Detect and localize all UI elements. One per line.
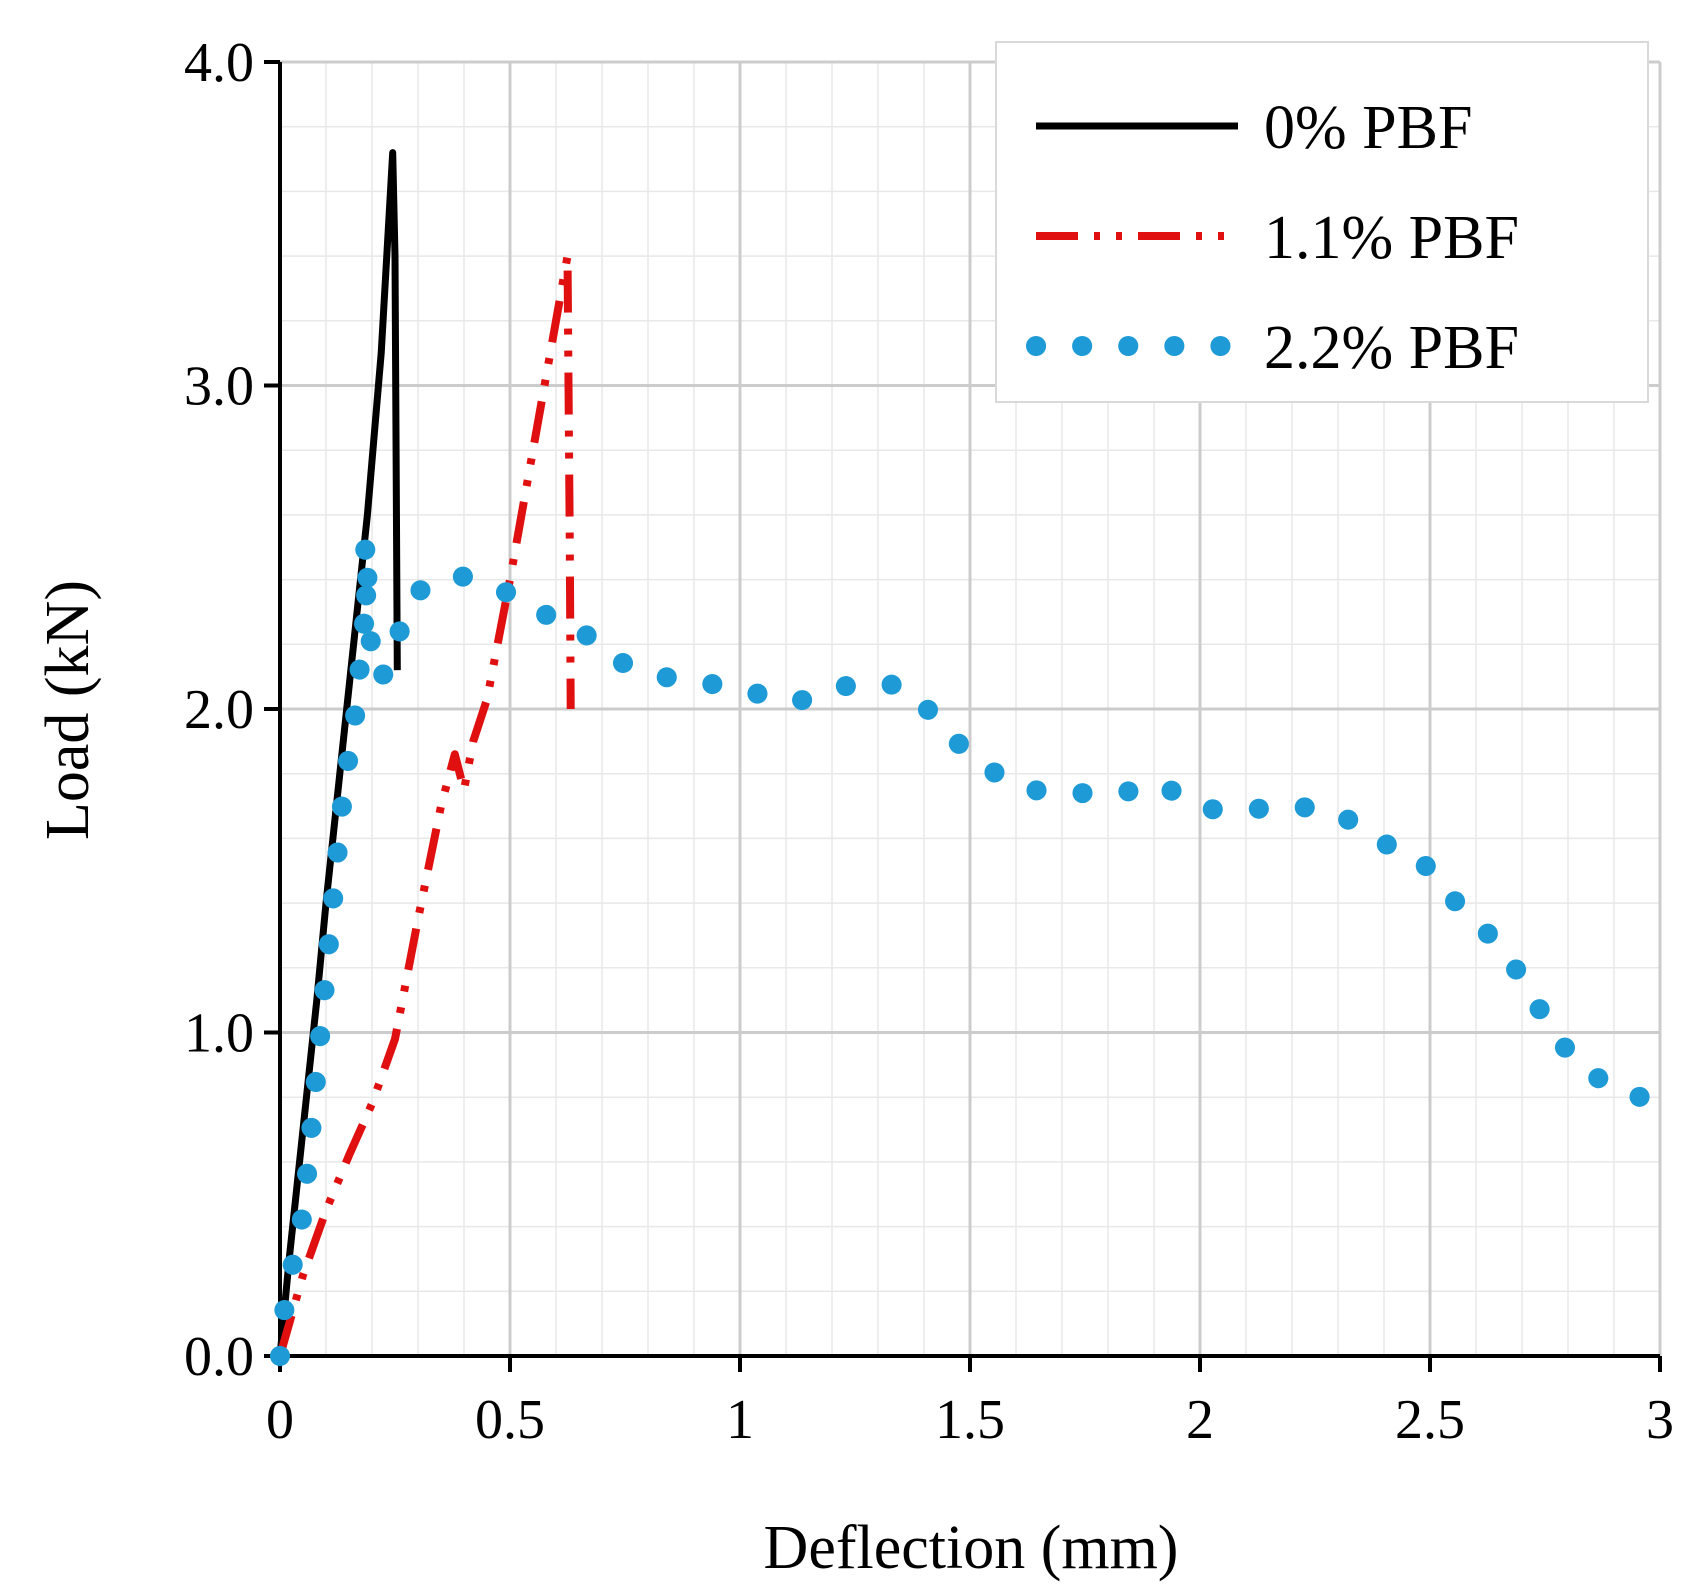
y-tick-label: 3.0: [184, 356, 254, 418]
tick-labels: 0 0.5 1 1.5 2 2.5 3 0.0 1.0 2.0 3.0 4.0: [184, 32, 1674, 1451]
x-axis-title: Deflection (mm): [764, 1514, 1179, 1582]
x-tick-label: 0: [266, 1389, 294, 1451]
y-tick-label: 1.0: [184, 1003, 254, 1065]
x-tick-label: 3: [1646, 1389, 1674, 1451]
y-tick-label: 4.0: [184, 32, 254, 94]
series-line-0: [276, 149, 401, 1357]
x-tick-label: 1.5: [935, 1389, 1005, 1451]
x-tick-label: 2: [1186, 1389, 1214, 1451]
legend: 0% PBF 1.1% PBF 2.2% PBF: [995, 41, 1649, 403]
y-axis-title: Load (kN): [34, 580, 102, 840]
x-tick-label: 2.5: [1395, 1389, 1465, 1451]
series-line-1: [276, 252, 575, 1358]
x-tick-label: 0.5: [475, 1389, 545, 1451]
x-tick-label: 1: [726, 1389, 754, 1451]
legend-box: [995, 41, 1649, 403]
series-lines: [270, 149, 1670, 1366]
y-tick-label: 2.0: [184, 679, 254, 741]
legend-label-0: 0% PBF: [1264, 94, 1472, 162]
legend-label-2: 2.2% PBF: [1264, 314, 1519, 382]
y-tick-label: 0.0: [184, 1326, 254, 1388]
legend-label-1: 1.1% PBF: [1264, 204, 1519, 272]
